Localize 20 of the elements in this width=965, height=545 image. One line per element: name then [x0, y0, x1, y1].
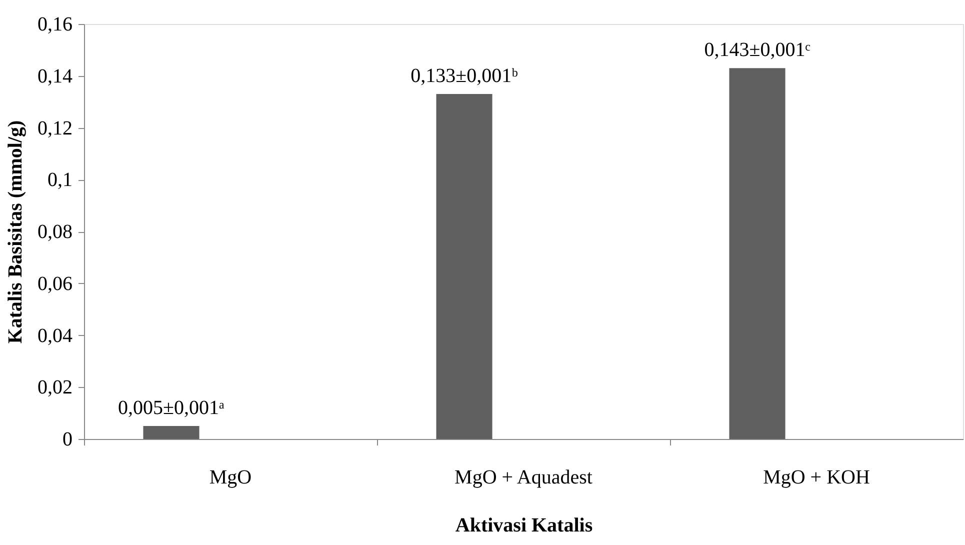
data-label: 0,143±0,001ᶜ [704, 39, 810, 62]
bar [729, 68, 786, 439]
x-tick-label: MgO [209, 466, 252, 488]
y-tick-label: 0,1 [48, 169, 72, 192]
y-axis-title: Katalis Basisitas (mmol/g) [4, 120, 26, 344]
bar [436, 94, 492, 439]
y-tick-label: 0,04 [38, 324, 72, 347]
y-tick-label: 0,08 [38, 221, 72, 243]
y-tick-label: 0,14 [38, 65, 72, 88]
y-tick-label: 0,02 [38, 376, 72, 399]
y-tick-label: 0,12 [38, 117, 72, 140]
bar [143, 426, 200, 439]
y-tick-label: 0,06 [38, 272, 72, 295]
y-tick-label: 0,16 [38, 14, 72, 36]
data-label: 0,005±0,001ᵃ [118, 397, 226, 420]
x-tick-label: MgO + KOH [763, 466, 870, 488]
x-tick-label: MgO + Aquadest [454, 466, 593, 488]
y-tick-label: 0 [62, 428, 72, 450]
data-label: 0,133±0,001ᵇ [410, 65, 518, 88]
x-axis-title: Aktivasi Katalis [455, 514, 593, 536]
